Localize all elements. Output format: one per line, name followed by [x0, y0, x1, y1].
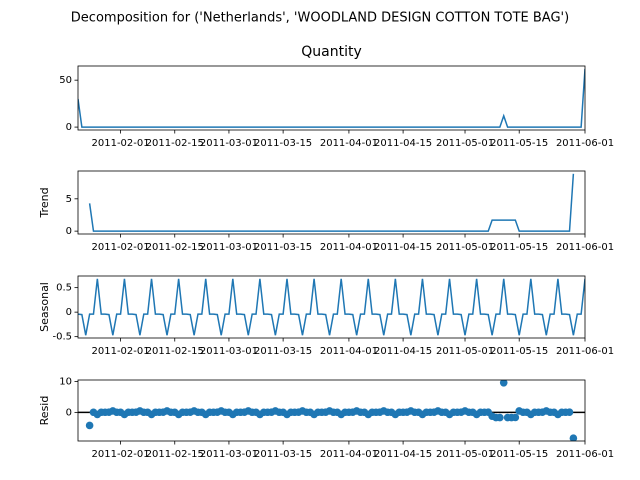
plot-area [88, 173, 575, 232]
x-tick-label: 2011-02-15 [146, 346, 204, 357]
x-tick-label: 2011-02-01 [92, 449, 150, 460]
plot-area [78, 278, 585, 336]
data-point [569, 434, 578, 441]
figure-title: Decomposition for ('Netherlands', 'WOODL… [71, 11, 569, 26]
data-point [85, 421, 94, 430]
data-point [496, 413, 504, 422]
x-tick-label: 2011-03-01 [200, 138, 258, 149]
x-tick-label: 2011-04-01 [320, 242, 378, 253]
x-tick-label: 2011-05-01 [436, 346, 494, 357]
x-tick-label: 2011-05-01 [436, 138, 494, 149]
x-tick-label: 2011-04-15 [374, 449, 432, 460]
x-tick-label: 2011-03-15 [254, 346, 312, 357]
plot-area [78, 380, 585, 441]
data-point [511, 413, 520, 422]
x-tick-label: 2011-02-15 [146, 449, 204, 460]
x-tick-label: 2011-04-01 [320, 449, 378, 460]
x-tick-label: 2011-03-01 [200, 242, 258, 253]
data-line [88, 173, 575, 232]
x-tick-label: 2011-03-15 [254, 242, 312, 253]
x-tick-label: 2011-04-15 [374, 242, 432, 253]
y-tick-label: 0 [66, 407, 72, 418]
y-tick-label: 5 [66, 194, 72, 205]
x-tick-label: 2011-05-15 [490, 242, 548, 253]
y-axis-label: Resid [38, 396, 51, 426]
y-axis-label: Seasonal [38, 282, 51, 332]
x-tick-label: 2011-03-15 [254, 138, 312, 149]
data-line [78, 68, 585, 128]
x-tick-label: 2011-05-15 [490, 138, 548, 149]
axes-frame [77, 170, 586, 235]
data-line [78, 278, 585, 336]
data-point [499, 380, 508, 387]
x-tick-label: 2011-04-15 [374, 346, 432, 357]
axes-frame [77, 379, 586, 442]
x-tick-label: 2011-02-15 [146, 242, 204, 253]
x-tick-label: 2011-05-15 [490, 346, 548, 357]
x-tick-label: 2011-02-01 [92, 242, 150, 253]
x-tick-label: 2011-04-01 [320, 138, 378, 149]
x-tick-label: 2011-05-15 [490, 449, 548, 460]
x-tick-label: 2011-02-15 [146, 138, 204, 149]
axes-frame [77, 275, 586, 339]
y-tick-label: 0 [66, 307, 72, 318]
x-tick-label: 2011-02-01 [92, 138, 150, 149]
axes-frame [77, 65, 586, 131]
x-tick-label: 2011-06-01 [556, 449, 614, 460]
y-tick-label: 50 [59, 75, 72, 86]
axes-title: Quantity [301, 44, 362, 60]
x-tick-label: 2011-05-01 [436, 242, 494, 253]
y-tick-label: 0.5 [56, 283, 72, 294]
y-tick-label: 0 [66, 226, 72, 237]
x-tick-label: 2011-04-01 [320, 346, 378, 357]
x-tick-label: 2011-03-01 [200, 346, 258, 357]
y-tick-label: -0.5 [52, 332, 72, 343]
x-tick-label: 2011-03-01 [200, 449, 258, 460]
x-tick-label: 2011-06-01 [556, 138, 614, 149]
x-tick-label: 2011-05-01 [436, 449, 494, 460]
x-tick-label: 2011-02-01 [92, 346, 150, 357]
y-tick-label: 10 [59, 377, 72, 388]
x-tick-label: 2011-04-15 [374, 138, 432, 149]
data-point [565, 408, 574, 417]
y-axis-label: Trend [38, 187, 51, 218]
x-tick-label: 2011-06-01 [556, 346, 614, 357]
y-tick-label: 0 [66, 122, 72, 133]
x-tick-label: 2011-06-01 [556, 242, 614, 253]
plot-area [78, 68, 585, 128]
x-tick-label: 2011-03-15 [254, 449, 312, 460]
